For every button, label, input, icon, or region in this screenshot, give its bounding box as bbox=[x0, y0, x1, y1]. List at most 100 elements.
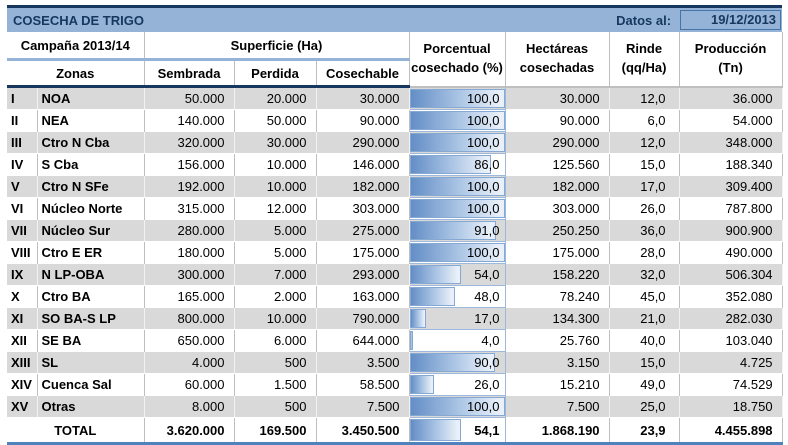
cell-produccion: 18.750 bbox=[679, 395, 783, 418]
report-sheet: COSECHA DE TRIGO Datos al: 19/12/2013 Ca… bbox=[7, 5, 783, 445]
cell-produccion: 787.800 bbox=[679, 197, 783, 220]
cell-produccion: 4.725 bbox=[679, 351, 783, 374]
header-rinde: Rinde (qq/Ha) bbox=[609, 32, 680, 88]
percent-bar bbox=[410, 199, 504, 218]
cell-sembrada: 650.000 bbox=[144, 329, 235, 352]
percent-value: 54,0 bbox=[474, 267, 500, 282]
percent-bar bbox=[410, 221, 496, 240]
table-row: VIII Ctro E ER 180.000 5.000 175.000 100… bbox=[7, 241, 783, 264]
cell-rinde: 45,0 bbox=[609, 285, 680, 308]
cell-zone-number: XIII bbox=[7, 351, 38, 374]
header-hectareas-line1: Hectáreas bbox=[525, 40, 589, 56]
cell-cosechable: 790.000 bbox=[316, 307, 410, 330]
cell-porcentual: 90,0 bbox=[408, 351, 506, 374]
cell-sembrada: 315.000 bbox=[144, 197, 235, 220]
table-row: XIV Cuenca Sal 60.000 1.500 58.500 26,0 … bbox=[7, 373, 783, 396]
cell-porcentual: 100,0 bbox=[408, 395, 506, 418]
percent-bar bbox=[410, 397, 504, 416]
cell-zone-number: VII bbox=[7, 219, 38, 242]
cell-produccion: 352.080 bbox=[679, 285, 783, 308]
percent-value: 91,0 bbox=[474, 223, 500, 238]
cell-rinde: 12,0 bbox=[609, 86, 680, 110]
header-hectareas-line2: cosechadas bbox=[519, 59, 595, 75]
total-hectareas: 1.868.190 bbox=[505, 417, 610, 444]
percent-bar bbox=[410, 111, 504, 130]
total-perdida: 169.500 bbox=[234, 417, 317, 444]
cell-porcentual: 100,0 bbox=[408, 241, 506, 264]
table-row: II NEA 140.000 50.000 90.000 100,0 90.00… bbox=[7, 109, 783, 132]
cell-hectareas: 303.000 bbox=[505, 197, 610, 220]
cell-hectareas: 250.250 bbox=[505, 219, 610, 242]
total-porcentual: 54,1 bbox=[474, 422, 500, 438]
cell-perdida: 2.000 bbox=[234, 285, 317, 308]
header-produccion: Producción (Tn) bbox=[679, 32, 783, 88]
cell-perdida: 7.000 bbox=[234, 263, 317, 286]
cell-zone-name: Cuenca Sal bbox=[37, 373, 145, 396]
cell-rinde: 17,0 bbox=[609, 175, 680, 198]
percent-value: 100,0 bbox=[466, 90, 500, 106]
cell-zone-number: XIV bbox=[7, 373, 38, 396]
cell-porcentual: 100,0 bbox=[408, 109, 506, 132]
cell-produccion: 188.340 bbox=[679, 153, 783, 176]
cell-zone-name: N LP-OBA bbox=[37, 263, 145, 286]
datos-al-date: 19/12/2013 bbox=[680, 10, 782, 30]
cell-hectareas: 30.000 bbox=[505, 86, 610, 110]
cell-hectareas: 134.300 bbox=[505, 307, 610, 330]
header-campana: Campaña 2013/14 bbox=[7, 32, 145, 61]
cell-perdida: 12.000 bbox=[234, 197, 317, 220]
table-row: IV S Cba 156.000 10.000 146.000 86,0 125… bbox=[7, 153, 783, 176]
cell-porcentual: 86,0 bbox=[408, 153, 506, 176]
cell-perdida: 10.000 bbox=[234, 153, 317, 176]
cell-zone-name: Ctro E ER bbox=[37, 241, 145, 264]
cell-cosechable: 58.500 bbox=[316, 373, 410, 396]
header-perdida: Perdida bbox=[234, 59, 317, 88]
cell-hectareas: 125.560 bbox=[505, 153, 610, 176]
header-porcentual-line1: Porcentual bbox=[423, 40, 491, 56]
cell-porcentual: 100,0 bbox=[408, 131, 506, 154]
cell-cosechable: 644.000 bbox=[316, 329, 410, 352]
header-rinde-line1: Rinde bbox=[625, 40, 663, 56]
cell-zone-name: S Cba bbox=[37, 153, 145, 176]
cell-perdida: 500 bbox=[234, 351, 317, 374]
cell-perdida: 5.000 bbox=[234, 241, 317, 264]
cell-zone-name: Núcleo Sur bbox=[37, 219, 145, 242]
cell-hectareas: 78.240 bbox=[505, 285, 610, 308]
cell-zone-number: VIII bbox=[7, 241, 38, 264]
cell-zone-number: XV bbox=[7, 395, 38, 418]
cell-porcentual: 100,0 bbox=[408, 86, 506, 110]
cell-cosechable: 90.000 bbox=[316, 109, 410, 132]
cell-zone-name: Ctro N SFe bbox=[37, 175, 145, 198]
cell-sembrada: 165.000 bbox=[144, 285, 235, 308]
cell-rinde: 26,0 bbox=[609, 197, 680, 220]
cell-cosechable: 182.000 bbox=[316, 175, 410, 198]
cell-zone-number: IV bbox=[7, 153, 38, 176]
cell-zone-number: XII bbox=[7, 329, 38, 352]
cell-sembrada: 180.000 bbox=[144, 241, 235, 264]
cell-sembrada: 800.000 bbox=[144, 307, 235, 330]
cell-zone-number: VI bbox=[7, 197, 38, 220]
cell-zone-number: XI bbox=[7, 307, 38, 330]
cell-rinde: 49,0 bbox=[609, 373, 680, 396]
table-row: I NOA 50.000 20.000 30.000 100,0 30.000 … bbox=[7, 86, 783, 110]
cell-produccion: 54.000 bbox=[679, 109, 783, 132]
table-row: XI SO BA-S LP 800.000 10.000 790.000 17,… bbox=[7, 307, 783, 330]
header-zonas: Zonas bbox=[7, 59, 145, 88]
header-produccion-line1: Producción bbox=[694, 40, 767, 56]
cell-produccion: 490.000 bbox=[679, 241, 783, 264]
cell-zone-name: NOA bbox=[37, 86, 145, 110]
datos-al-label: Datos al: bbox=[609, 6, 680, 32]
header-row-2: Zonas Sembrada Perdida Cosechable bbox=[7, 59, 782, 88]
percent-value: 100,0 bbox=[466, 179, 500, 194]
percent-value: 100,0 bbox=[466, 399, 500, 414]
cell-perdida: 20.000 bbox=[234, 86, 317, 110]
percent-bar bbox=[410, 243, 504, 262]
table-body: I NOA 50.000 20.000 30.000 100,0 30.000 … bbox=[7, 86, 783, 418]
total-label: TOTAL bbox=[7, 417, 145, 444]
percent-bar bbox=[410, 155, 492, 174]
header-row-1: Campaña 2013/14 Superficie (Ha) Porcentu… bbox=[7, 32, 783, 88]
cell-zone-name: Otras bbox=[37, 395, 145, 418]
percent-bar bbox=[410, 331, 414, 350]
cell-rinde: 15,0 bbox=[609, 153, 680, 176]
cell-sembrada: 50.000 bbox=[144, 86, 235, 110]
header-cosechable: Cosechable bbox=[316, 59, 410, 88]
